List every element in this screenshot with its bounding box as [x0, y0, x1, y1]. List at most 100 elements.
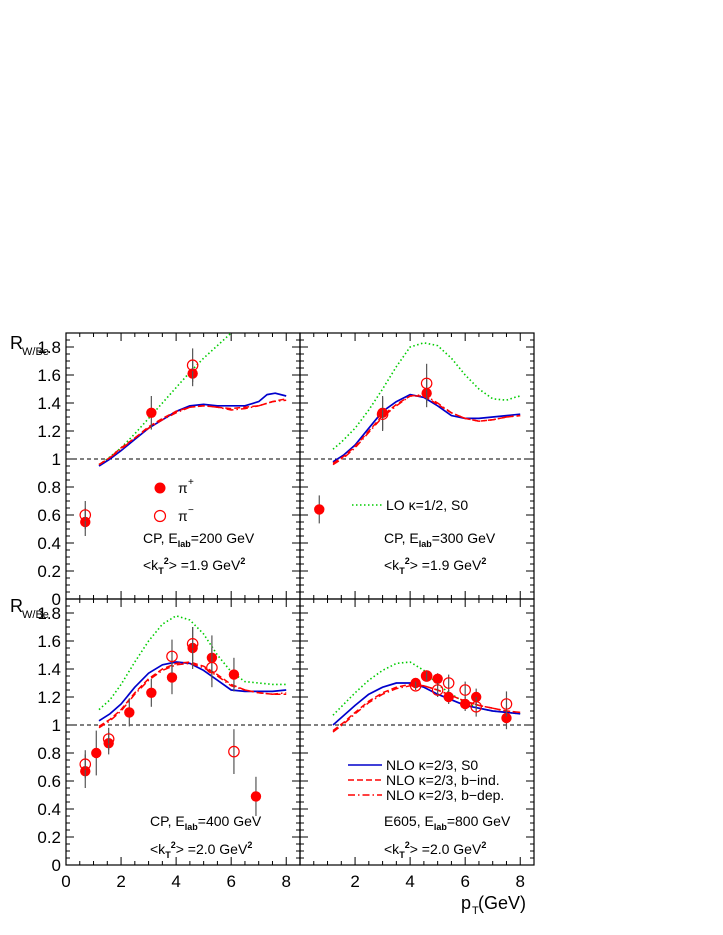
pi-minus-point — [470, 700, 482, 713]
pi-minus-point — [420, 377, 433, 390]
y-tick-label: 1 — [52, 450, 61, 469]
pi-plus-point — [432, 673, 443, 684]
x-axis-title-sub: T — [472, 905, 479, 917]
curve-solid — [332, 682, 521, 726]
pi-minus-point — [79, 509, 92, 521]
pi-plus-point — [146, 687, 157, 698]
pi-plus-point — [91, 747, 102, 759]
pi-plus-point — [314, 504, 325, 515]
x-axis-title-main: p — [461, 893, 471, 913]
y-axis-title-main-lower: R — [10, 596, 23, 616]
x-tick-label: 4 — [405, 872, 414, 891]
legend-pi-minus-charge: − — [188, 505, 194, 516]
pi-minus-point — [500, 698, 513, 710]
curve-dashdot — [98, 662, 287, 729]
curve-dashed — [332, 683, 521, 732]
y-tick-label: 0 — [52, 856, 61, 875]
y-tick-label: 1.8 — [37, 604, 61, 623]
curve-solid — [98, 661, 287, 722]
y-tick-label: 1.2 — [37, 688, 61, 707]
pi-minus-point — [459, 684, 471, 696]
pi-minus-point — [102, 733, 115, 745]
pi-minus-point — [186, 637, 199, 650]
legend-lo: LO κ=1/2, S0 — [352, 497, 468, 513]
legend-markers: π + π − — [153, 477, 194, 524]
panel-top-right: CP, Elab=300 GeV <kT2> =1.9 GeV2 — [299, 332, 535, 600]
y-tick-label: 1 — [52, 716, 61, 735]
curve-dashdot — [98, 399, 287, 466]
pi-minus-point — [166, 650, 178, 663]
pi-minus-point — [79, 758, 92, 770]
y-tick-label: 1.6 — [37, 632, 61, 651]
legend-pi-minus-label: π — [178, 508, 188, 524]
pi-minus-point — [186, 359, 199, 371]
plot-area — [79, 333, 287, 536]
curve-dashdot — [332, 685, 521, 733]
legend-nlo-s0-label: NLO κ=2/3, S0 — [386, 757, 478, 773]
panel-kt-label: <kT2> =2.0 GeV2 — [384, 840, 486, 860]
pi-plus-point — [459, 698, 471, 710]
y-axis-title-main: R — [10, 333, 23, 353]
x-tick-label: 8 — [516, 872, 525, 891]
y-axis-title-sub: W/Be — [22, 346, 49, 358]
legend-pi-plus-marker — [154, 482, 166, 494]
panel-energy-label: CP, Elab=300 GeV — [384, 530, 496, 549]
curve-solid — [98, 392, 287, 467]
y-tick-label: 0.8 — [37, 478, 61, 497]
y-tick-label: 1.8 — [37, 338, 61, 357]
x-tick-label: 0 — [61, 872, 70, 891]
x-tick-label: 2 — [350, 872, 359, 891]
plot-area — [79, 615, 287, 816]
pi-minus-point — [206, 661, 218, 674]
plot-area — [332, 661, 521, 733]
panel-energy-label: CP, Elab=400 GeV — [150, 813, 262, 832]
legend-nlo: NLO κ=2/3, S0 NLO κ=2/3, b−ind. NLO κ=2/… — [348, 757, 504, 803]
x-axis-title-unit: (GeV) — [478, 893, 526, 913]
y-axis-title-sub-lower: W/Be — [22, 609, 49, 621]
panel-energy-label: E605, Elab=800 GeV — [384, 813, 511, 832]
y-tick-label: 1.4 — [37, 394, 61, 413]
legend-pi-plus-charge: + — [188, 477, 194, 488]
plot-area — [314, 342, 521, 524]
y-tick-label: 1.2 — [37, 422, 61, 441]
panel-bottom-left: 0 0.2 0.4 0.6 0.8 1 1.2 1.4 1.6 1.8 0 2 4 6 8 CP, Elab=… — [37, 598, 301, 891]
legend-lo-label: LO κ=1/2, S0 — [386, 497, 468, 513]
curve-dotted — [332, 342, 521, 450]
pi-minus-point — [376, 408, 389, 420]
pi-minus-point — [409, 679, 422, 692]
panel-bottom-right: 2 4 6 8 E605, Elab=800 GeV <kT2> =2.0 GeV2 — [299, 598, 535, 891]
x-tick-label: 8 — [282, 872, 291, 891]
curve-dotted — [98, 615, 287, 711]
legend-pi-plus-label: π — [178, 480, 188, 496]
panel-kt-label: <kT2> =1.9 GeV2 — [384, 556, 486, 576]
y-tick-label: 0.4 — [37, 800, 61, 819]
curve-dashed — [98, 398, 287, 466]
panel-kt-label: <kT2> =1.9 GeV2 — [143, 556, 245, 576]
legend-nlo-b-ind-label: NLO κ=2/3, b−ind. — [386, 772, 500, 788]
x-axis-title: p T (GeV) — [461, 893, 526, 917]
y-tick-label: 0.6 — [37, 506, 61, 525]
y-tick-label: 0.2 — [37, 562, 61, 581]
panel-top-left: 0 0.2 0.4 0.6 0.8 1 1.2 1.4 1.6 1.8 CP, Elab=200 G… — [37, 332, 301, 609]
x-tick-label: 6 — [460, 872, 469, 891]
pi-plus-point — [124, 707, 135, 718]
panels-layer: 0 0.2 0.4 0.6 0.8 1 1.2 1.4 1.6 1.8 CP, Elab=200 G… — [37, 332, 535, 891]
pi-plus-point — [146, 407, 157, 418]
pi-minus-point — [442, 677, 455, 689]
pi-plus-point — [250, 791, 262, 802]
y-tick-label: 0.4 — [37, 534, 61, 553]
pi-plus-point — [443, 691, 454, 703]
pi-plus-point — [166, 672, 178, 683]
curve-dotted — [98, 333, 233, 466]
panel-energy-label: CP, Elab=200 GeV — [143, 530, 255, 549]
y-tick-label: 0 — [52, 590, 61, 609]
x-tick-label: 2 — [116, 872, 125, 891]
legend-pi-minus-marker — [153, 509, 167, 523]
pi-minus-point — [420, 670, 433, 682]
pi-plus-point — [228, 669, 240, 680]
y-tick-label: 1.6 — [37, 366, 61, 385]
x-tick-label: 6 — [226, 872, 235, 891]
pi-minus-point — [431, 684, 444, 696]
panel-kt-label: <kT2> =2.0 GeV2 — [150, 840, 252, 860]
